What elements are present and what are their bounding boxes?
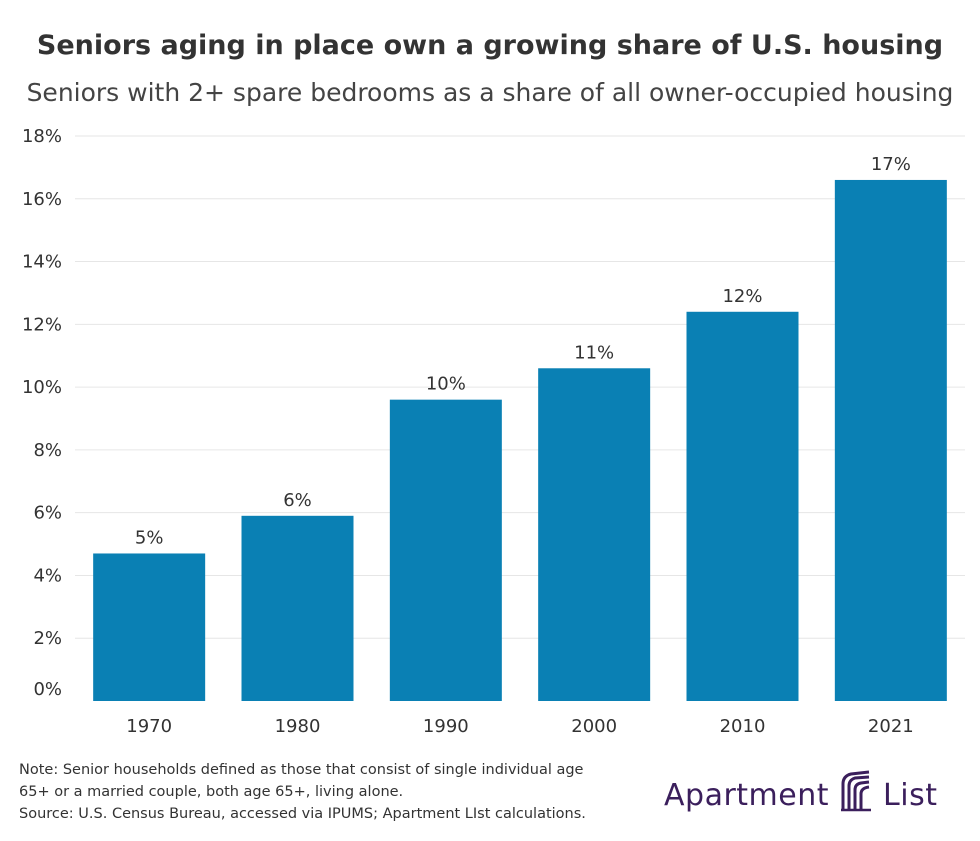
x-tick-label: 1970	[126, 716, 172, 737]
y-tick-label: 12%	[22, 314, 62, 335]
bar	[686, 311, 799, 701]
apartment-list-logo: Apartment List	[664, 770, 938, 820]
x-tick-label: 2000	[571, 716, 617, 737]
y-tick-label: 8%	[33, 440, 62, 461]
chart-notes: Note: Senior households defined as those…	[19, 759, 586, 825]
data-label: 17%	[871, 154, 911, 175]
chart-title: Seniors aging in place own a growing sha…	[36, 30, 944, 61]
data-label: 6%	[283, 490, 312, 511]
data-label: 5%	[135, 527, 164, 548]
logo-word-apartment: Apartment	[664, 777, 830, 813]
y-tick-label: 14%	[22, 252, 62, 273]
data-label: 12%	[722, 286, 762, 307]
y-tick-label: 6%	[33, 503, 62, 524]
x-tick-label: 2010	[720, 716, 766, 737]
y-tick-label: 0%	[33, 679, 62, 700]
bar	[389, 399, 502, 701]
data-label: 11%	[574, 342, 614, 363]
data-label: 10%	[426, 374, 466, 395]
x-tick-label: 1980	[275, 716, 321, 737]
y-tick-label: 16%	[22, 189, 62, 210]
apartment-list-logo-icon	[839, 770, 873, 820]
x-tick-label: 2021	[868, 716, 914, 737]
bar	[538, 368, 651, 701]
bar-chart: 0% 2% 4% 6% 8% 10% 12% 14% 16% 18% 5% 1970 6% 1980 10%…	[22, 126, 965, 737]
y-tick-label: 2%	[33, 628, 62, 649]
y-tick-label: 10%	[22, 377, 62, 398]
y-tick-label: 18%	[22, 126, 62, 147]
x-tick-label: 1990	[423, 716, 469, 737]
y-tick-label: 4%	[33, 565, 62, 586]
note-line-1: Note: Senior households defined as those…	[19, 762, 584, 778]
bar	[93, 553, 206, 701]
bar	[241, 515, 354, 701]
chart-subtitle: Seniors with 2+ spare bedrooms as a shar…	[26, 78, 954, 107]
bar	[834, 179, 947, 701]
source-line: Source: U.S. Census Bureau, accessed via…	[19, 806, 586, 822]
note-line-2: 65+ or a married couple, both age 65+, l…	[19, 784, 404, 800]
logo-word-list: List	[883, 777, 938, 813]
